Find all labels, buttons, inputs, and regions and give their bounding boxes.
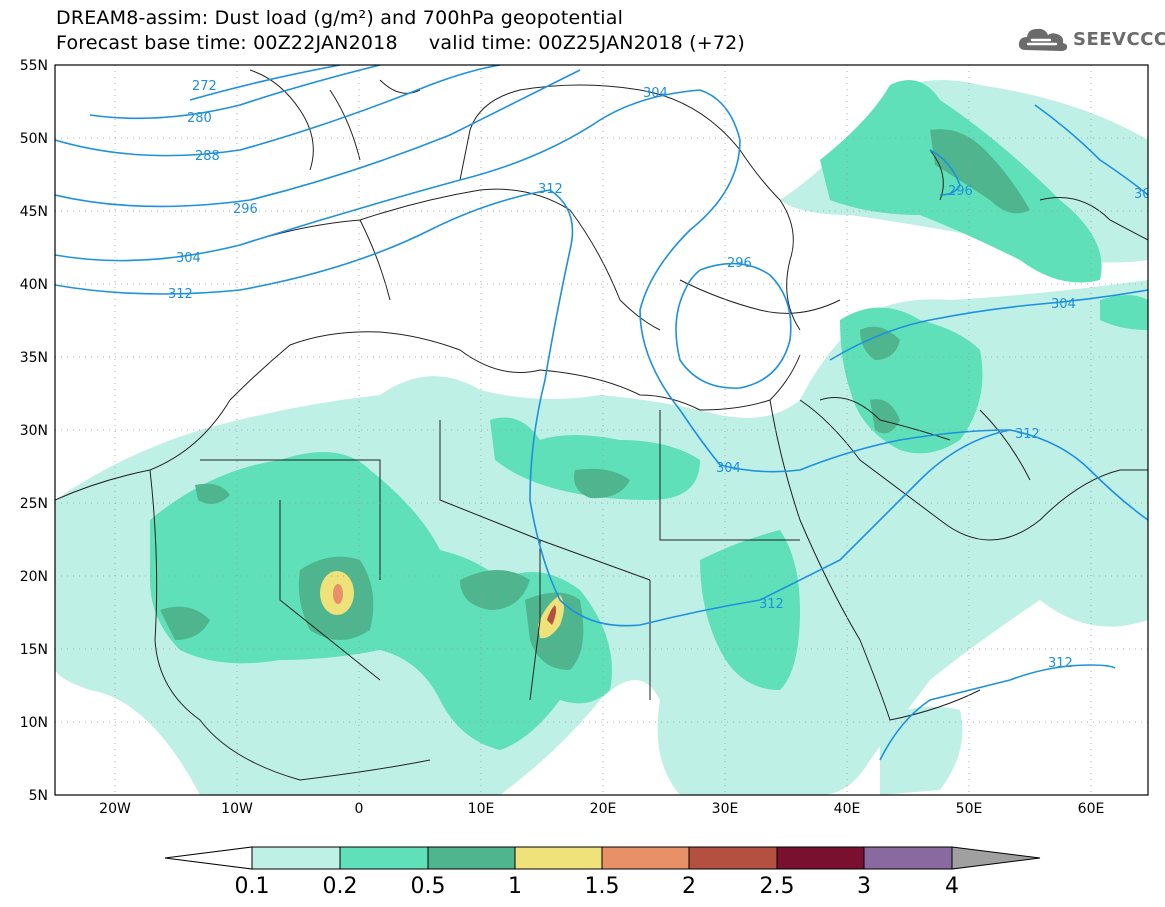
- colorbar-under-triangle: [164, 846, 253, 870]
- svg-text:10E: 10E: [468, 801, 495, 817]
- coastlines-borders: [55, 69, 1148, 781]
- forecast-time-subtitle: Forecast base time: 00Z22JAN2018 valid t…: [56, 32, 746, 54]
- svg-text:25N: 25N: [20, 496, 48, 512]
- svg-text:0.5: 0.5: [411, 874, 446, 899]
- svg-text:45N: 45N: [20, 204, 48, 220]
- colorbar: [164, 846, 1041, 870]
- seevccc-logo: SEEVCCC: [1016, 24, 1165, 54]
- svg-text:15N: 15N: [20, 642, 48, 658]
- colorbar-bin-3: [427, 846, 516, 870]
- svg-text:30N: 30N: [20, 423, 48, 439]
- svg-text:2: 2: [682, 874, 696, 899]
- svg-text:50N: 50N: [20, 131, 48, 147]
- svg-text:312: 312: [759, 597, 784, 612]
- svg-text:55N: 55N: [20, 58, 48, 74]
- geopotential-contours: [55, 65, 1148, 761]
- colorbar-bin-2: [339, 846, 429, 870]
- svg-text:312: 312: [538, 182, 563, 197]
- colorbar-bin-7: [776, 846, 865, 870]
- svg-text:0.2: 0.2: [323, 874, 358, 899]
- colorbar-labels: 0.1 0.2 0.5 1 1.5 2 2.5 3 4: [235, 874, 960, 899]
- svg-text:20W: 20W: [99, 801, 131, 817]
- svg-text:2.5: 2.5: [760, 874, 795, 899]
- svg-text:312: 312: [168, 287, 193, 302]
- contour-labels: 272 280 288 296 304 312 304 312 296 304 …: [168, 79, 1151, 671]
- svg-text:3: 3: [857, 874, 871, 899]
- svg-text:30: 30: [1134, 187, 1151, 202]
- svg-text:40E: 40E: [834, 801, 861, 817]
- cloud-icon: [1018, 28, 1068, 51]
- svg-text:1.5: 1.5: [585, 874, 620, 899]
- svg-text:10N: 10N: [20, 715, 48, 731]
- svg-text:60E: 60E: [1078, 801, 1105, 817]
- colorbar-over-triangle: [951, 846, 1041, 870]
- svg-text:0.1: 0.1: [235, 874, 270, 899]
- svg-text:40N: 40N: [20, 277, 48, 293]
- map-frame: [54, 64, 1149, 796]
- map-title: DREAM8-assim: Dust load (g/m²) and 700hP…: [56, 7, 624, 29]
- longitude-labels: 20W 10W 0 10E 20E 30E 40E 50E 60E: [99, 801, 1104, 817]
- svg-text:280: 280: [187, 111, 212, 126]
- colorbar-bin-4: [514, 846, 603, 870]
- colorbar-bin-6: [688, 846, 778, 870]
- colorbar-bin-5: [601, 846, 690, 870]
- svg-text:304: 304: [716, 461, 741, 476]
- svg-text:296: 296: [233, 202, 258, 217]
- svg-text:304: 304: [643, 86, 668, 101]
- logo-text: SEEVCCC: [1073, 28, 1165, 50]
- svg-text:10W: 10W: [221, 801, 253, 817]
- svg-text:35N: 35N: [20, 350, 48, 366]
- svg-text:296: 296: [727, 256, 752, 271]
- dust-shading-high: [320, 571, 564, 639]
- svg-text:50E: 50E: [956, 801, 983, 817]
- svg-text:20E: 20E: [590, 801, 617, 817]
- svg-text:272: 272: [192, 79, 217, 94]
- svg-text:304: 304: [176, 251, 201, 266]
- svg-text:1: 1: [508, 874, 522, 899]
- svg-text:312: 312: [1015, 427, 1040, 442]
- graticule: [55, 65, 1148, 795]
- svg-text:20N: 20N: [20, 569, 48, 585]
- svg-text:30E: 30E: [712, 801, 739, 817]
- svg-text:0: 0: [355, 801, 364, 817]
- svg-text:5N: 5N: [29, 788, 48, 804]
- latitude-labels: 55N 50N 45N 40N 35N 30N 25N 20N 15N 10N …: [20, 58, 48, 804]
- svg-text:296: 296: [948, 184, 973, 199]
- colorbar-bin-8: [863, 846, 953, 870]
- svg-text:288: 288: [195, 149, 220, 164]
- svg-text:304: 304: [1051, 297, 1076, 312]
- svg-text:4: 4: [945, 874, 959, 899]
- svg-text:312: 312: [1048, 656, 1073, 671]
- colorbar-bin-1: [251, 846, 341, 870]
